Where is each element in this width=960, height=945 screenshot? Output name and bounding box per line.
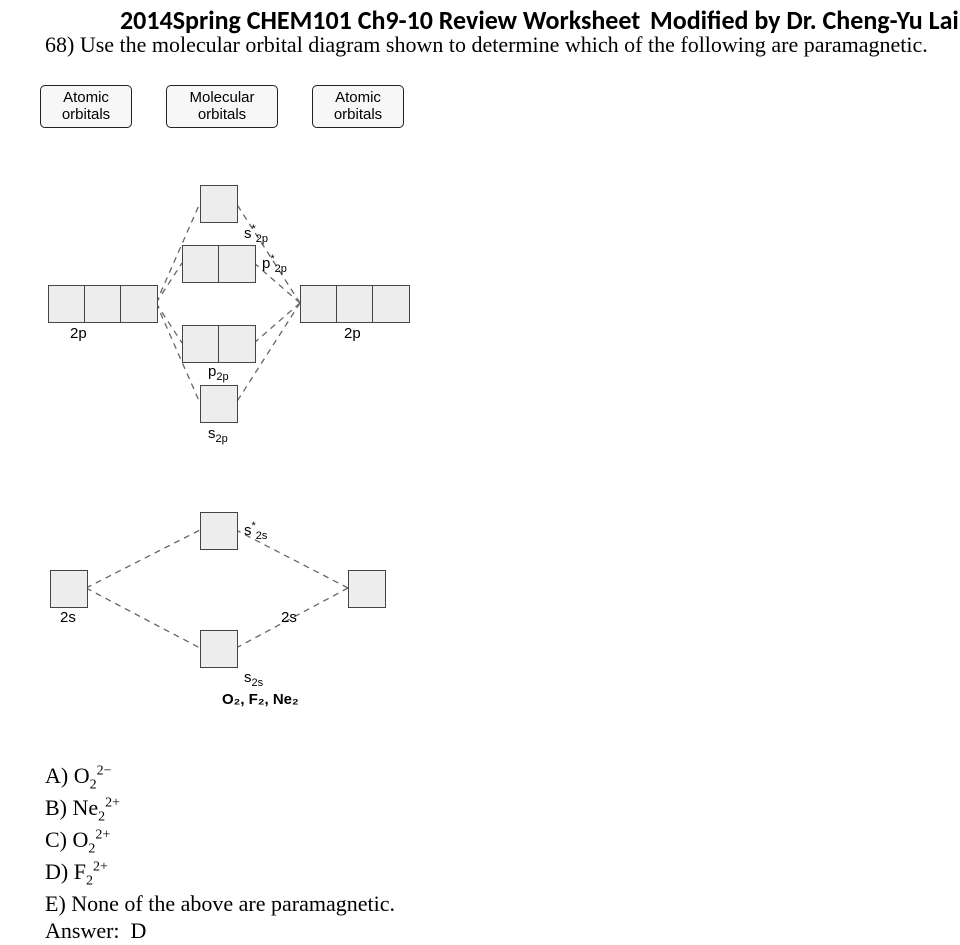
pi-star-2p-label: p*2p bbox=[262, 253, 287, 275]
question-body: Use the molecular orbital diagram shown … bbox=[80, 32, 928, 57]
choice-c: C) O22+ bbox=[45, 826, 395, 858]
mo-caption: O₂, F₂, Ne₂ bbox=[222, 691, 299, 708]
pi-2p-box-2 bbox=[218, 325, 256, 363]
atomic-2p-right-label: 2p bbox=[344, 325, 361, 342]
atomic-2p-right-1 bbox=[300, 285, 338, 323]
atomic-2p-right-2 bbox=[336, 285, 374, 323]
atomic-2s-right bbox=[348, 570, 386, 608]
atomic-2p-left-2 bbox=[84, 285, 122, 323]
sigma-star-2p-box bbox=[200, 185, 238, 223]
answer-value: D bbox=[131, 918, 147, 943]
question-number: 68) bbox=[45, 32, 74, 57]
pi-2p-box-1 bbox=[182, 325, 220, 363]
pi-star-2p-box-2 bbox=[218, 245, 256, 283]
sigma-2s-label: s2s bbox=[244, 669, 263, 689]
sigma-2p-label: s2p bbox=[208, 425, 228, 445]
pi-2p-label: p2p bbox=[208, 363, 229, 383]
atomic-2s-left bbox=[50, 570, 88, 608]
atomic-2p-left-3 bbox=[120, 285, 158, 323]
sigma-2p-box bbox=[200, 385, 238, 423]
choice-b: B) Ne22+ bbox=[45, 794, 395, 826]
answer-line: Answer: D bbox=[45, 917, 395, 945]
answer-choices: A) O22− B) Ne22+ C) O22+ D) F22+ E) None… bbox=[45, 762, 395, 945]
pi-star-2p-box-1 bbox=[182, 245, 220, 283]
atomic-2p-left-label: 2p bbox=[70, 325, 87, 342]
atomic-2s-left-label: 2s bbox=[60, 609, 76, 626]
mo-lines bbox=[48, 85, 448, 745]
sigma-star-2s-box bbox=[200, 512, 238, 550]
choice-e: E) None of the above are paramagnetic. bbox=[45, 890, 395, 918]
question-text: 68) Use the molecular orbital diagram sh… bbox=[45, 32, 945, 58]
sigma-star-2s-label: s*2s bbox=[244, 520, 267, 542]
mo-diagram: Atomic orbitals Molecular orbitals Atomi… bbox=[48, 85, 448, 745]
page: 2014Spring CHEM101 Ch9-10 Review Workshe… bbox=[0, 0, 960, 899]
atomic-2s-right-label: 2s bbox=[281, 609, 297, 626]
sigma-star-2p-label: s*2p bbox=[244, 223, 268, 245]
atomic-2p-right-3 bbox=[372, 285, 410, 323]
sigma-2s-box bbox=[200, 630, 238, 668]
atomic-2p-left-1 bbox=[48, 285, 86, 323]
choice-d: D) F22+ bbox=[45, 858, 395, 890]
choice-a: A) O22− bbox=[45, 762, 395, 794]
